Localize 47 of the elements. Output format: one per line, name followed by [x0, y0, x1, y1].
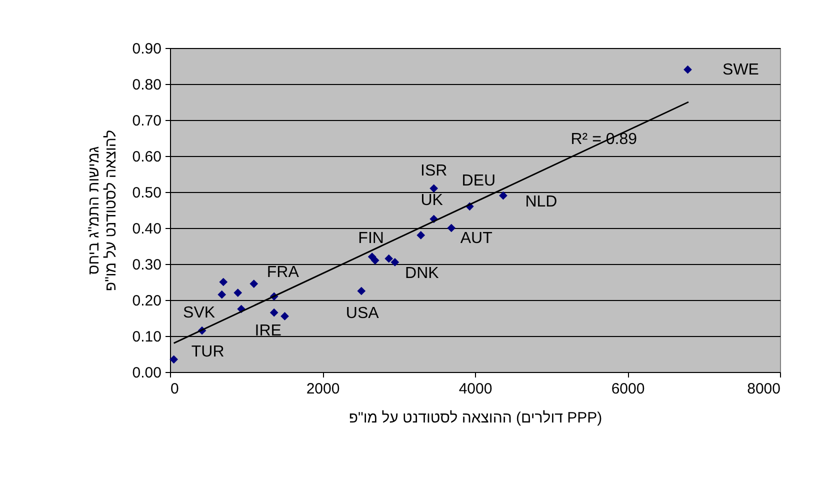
point: [357, 286, 366, 296]
point: [384, 254, 394, 263]
x-tick-label: 4000: [458, 380, 492, 398]
x-tick-label: 2000: [306, 380, 340, 398]
x-axis-title: ההוצאה לסטודנט על מו"פ (דולרים PPP): [348, 410, 602, 426]
point: [250, 280, 258, 288]
x-tick-label: 0: [170, 380, 179, 398]
y-tick-label: 0.60: [132, 148, 162, 166]
y-tick-label: 0.40: [132, 220, 162, 238]
y-axis-title: גמישות התמ"ג ביחס להוצאה לסטודנט על מו"פ: [85, 130, 120, 292]
point: [280, 312, 289, 320]
annotation: UK: [420, 192, 444, 209]
y-tick-label: 0.70: [132, 112, 162, 130]
point: [447, 224, 456, 232]
point: [499, 191, 508, 200]
point: [234, 288, 242, 297]
annotation: R² = 0.89: [570, 130, 638, 148]
point: [170, 355, 178, 364]
annotation: DEU: [462, 172, 496, 190]
annotation: SVK: [183, 304, 216, 322]
y-tick-label: 0.00: [132, 364, 162, 382]
annotation: SWE: [722, 62, 759, 79]
annotation: IRE: [254, 322, 282, 340]
y-tick-label: 0.50: [132, 184, 162, 202]
y-tick-label: 0.10: [132, 328, 162, 346]
annotation: ISR: [420, 162, 448, 180]
annotation: FRA: [266, 264, 300, 281]
y-tick-label: 0.90: [132, 40, 162, 58]
y-tick-label: 0.80: [132, 76, 162, 94]
annotation: USA: [346, 305, 380, 322]
point: [416, 231, 426, 240]
point: [219, 278, 228, 286]
annotation: FIN: [358, 230, 384, 247]
point: [270, 308, 278, 317]
annotation: DNK: [405, 265, 440, 282]
point: [370, 256, 380, 265]
annotation: NLD: [525, 194, 558, 211]
x-tick-label: 8000: [747, 380, 780, 398]
point: [390, 258, 400, 266]
y-tick-label: 0.30: [132, 256, 162, 274]
point: [430, 184, 438, 193]
x-tick-label: 6000: [611, 380, 645, 398]
annotation: AUT: [460, 230, 493, 247]
point: [218, 290, 226, 299]
y-tick-label: 0.20: [132, 292, 162, 310]
point: [684, 65, 692, 74]
annotation: TUR: [191, 343, 224, 360]
